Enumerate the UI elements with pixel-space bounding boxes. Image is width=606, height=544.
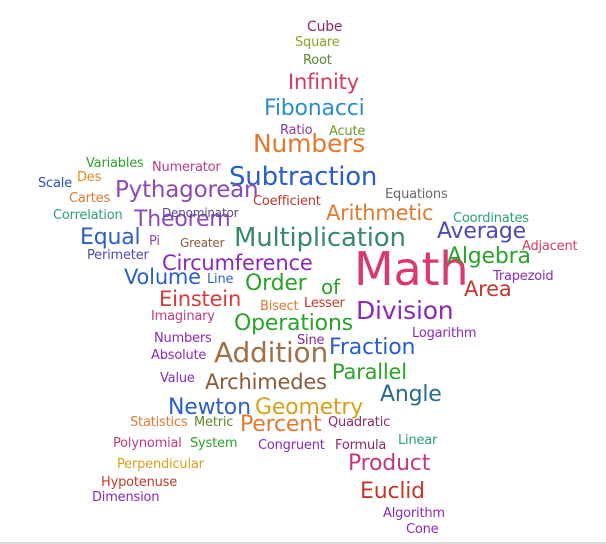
word-hypotenuse: Hypotenuse: [101, 475, 178, 490]
word-imaginary: Imaginary: [151, 309, 215, 324]
word-numbers-top: Numbers: [253, 129, 366, 158]
word-parallel: Parallel: [332, 360, 407, 384]
word-perpendicular: Perpendicular: [117, 457, 204, 472]
word-arithmetic: Arithmetic: [326, 201, 434, 225]
word-absolute: Absolute: [151, 348, 207, 363]
word-cone: Cone: [406, 522, 439, 537]
word-dimension: Dimension: [92, 490, 160, 505]
word-einstein: Einstein: [159, 287, 242, 311]
word-numerator: Numerator: [152, 160, 221, 175]
word-trapezoid: Trapezoid: [493, 269, 554, 284]
word-bisect: Bisect: [260, 299, 299, 314]
word-newton: Newton: [168, 395, 251, 420]
word-of: of: [321, 275, 340, 299]
word-equations: Equations: [385, 187, 448, 202]
word-operations: Operations: [234, 311, 353, 336]
word-archimedes: Archimedes: [205, 370, 327, 394]
word-variables: Variables: [86, 156, 144, 171]
word-theorem: Theorem: [134, 207, 231, 232]
word-pythagorean: Pythagorean: [115, 177, 259, 203]
word-ratio: Ratio: [280, 123, 313, 138]
word-statistics: Statistics: [130, 415, 188, 430]
word-pi: Pi: [149, 234, 160, 249]
word-fraction: Fraction: [329, 335, 416, 360]
word-geometry: Geometry: [255, 395, 364, 420]
word-congruent: Congruent: [258, 438, 325, 453]
word-angle: Angle: [380, 382, 442, 407]
word-cube: Cube: [307, 19, 343, 35]
word-division: Division: [356, 296, 454, 325]
word-product: Product: [348, 451, 431, 476]
word-algebra: Algebra: [447, 244, 531, 269]
word-addition: Addition: [214, 336, 329, 369]
word-subtraction: Subtraction: [229, 162, 378, 192]
word-correlation: Correlation: [53, 208, 123, 223]
word-acute: Acute: [329, 124, 366, 139]
word-polynomial: Polynomial: [113, 436, 182, 451]
word-linear: Linear: [398, 433, 438, 448]
word-equal: Equal: [80, 225, 141, 250]
word-coordinates: Coordinates: [453, 211, 529, 226]
word-fibonacci: Fibonacci: [264, 96, 365, 121]
bottom-divider: [0, 542, 606, 544]
word-volume: Volume: [124, 265, 201, 289]
word-value: Value: [160, 371, 195, 386]
word-algorithm: Algorithm: [383, 506, 445, 521]
word-des: Des: [77, 170, 102, 185]
word-euclid: Euclid: [360, 479, 425, 504]
word-sine: Sine: [297, 333, 325, 348]
word-infinity: Infinity: [288, 70, 359, 94]
word-math: Math: [354, 242, 469, 296]
word-order: Order: [245, 271, 307, 296]
word-logarithm: Logarithm: [412, 326, 477, 341]
word-system: System: [190, 436, 238, 451]
word-circumference: Circumference: [162, 251, 313, 275]
word-perimeter: Perimeter: [87, 248, 149, 263]
word-average: Average: [437, 219, 526, 244]
word-quadratic: Quadratic: [328, 415, 391, 430]
word-square: Square: [295, 35, 340, 50]
word-greater: Greater: [180, 236, 225, 250]
word-scale: Scale: [38, 176, 72, 191]
word-metric: Metric: [194, 415, 234, 430]
word-numbers-mid: Numbers: [154, 331, 212, 346]
word-root: Root: [303, 53, 332, 68]
word-line: Line: [207, 272, 234, 287]
word-lesser: Lesser: [304, 296, 345, 311]
word-formula: Formula: [335, 438, 387, 453]
word-percent: Percent: [240, 412, 322, 437]
word-adjacent: Adjacent: [522, 239, 578, 254]
word-denominator: Denominator: [162, 206, 239, 220]
word-area: Area: [464, 277, 512, 301]
word-multiplication: Multiplication: [234, 223, 406, 253]
word-coefficient: Coefficient: [253, 194, 321, 209]
word-cartes: Cartes: [69, 191, 111, 206]
